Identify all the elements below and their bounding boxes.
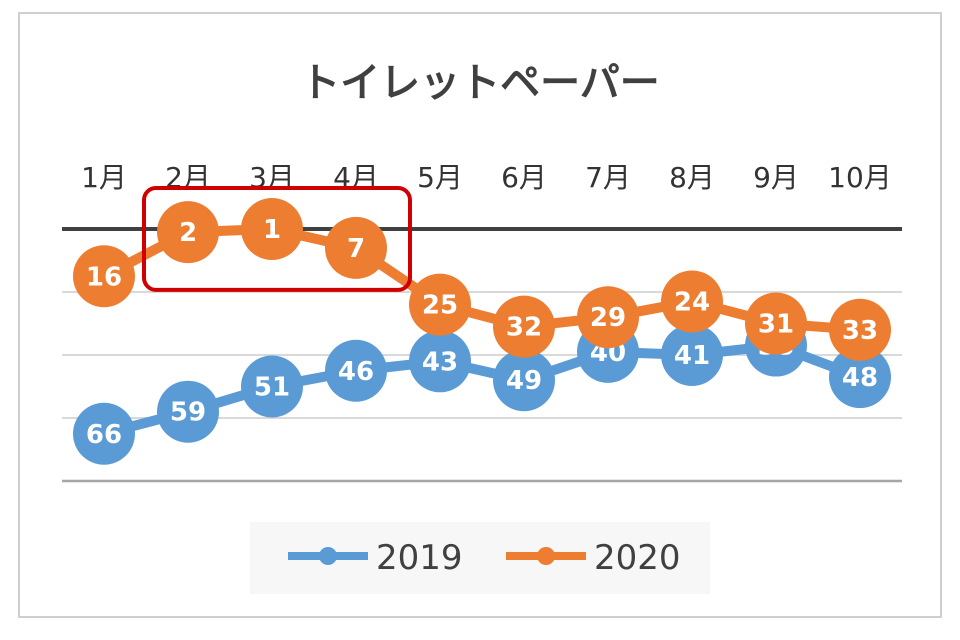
data-point	[325, 216, 387, 279]
data-label: 66	[86, 420, 122, 450]
data-point	[661, 324, 723, 386]
data-point	[829, 298, 891, 361]
data-label: 25	[422, 291, 458, 321]
x-tick-label: 1月	[81, 161, 127, 194]
data-label: 33	[842, 316, 878, 346]
highlight-box	[142, 186, 412, 292]
data-label: 49	[506, 366, 542, 396]
x-tick-label: 5月	[417, 161, 463, 194]
x-tick-label: 9月	[753, 161, 799, 194]
data-label: 31	[758, 310, 794, 340]
data-label: 43	[422, 347, 458, 377]
data-label: 7	[347, 234, 365, 264]
x-tick-label: 10月	[828, 161, 892, 194]
legend-label-2020: 2020	[594, 538, 681, 578]
chart-title: トイレットペーパー	[300, 60, 660, 106]
legend-marker-2019	[319, 547, 337, 565]
data-point	[577, 286, 639, 349]
data-label: 16	[86, 262, 122, 292]
series-2019: 66595146434940413848	[73, 314, 891, 465]
data-point	[73, 245, 135, 308]
highlight-layer	[142, 186, 412, 292]
legend: 2019 2020	[250, 522, 710, 594]
data-point	[325, 339, 387, 402]
series-line-2020	[99, 224, 865, 335]
data-label: 41	[674, 341, 710, 371]
data-label: 1	[263, 215, 281, 245]
data-point	[493, 349, 555, 412]
data-point	[73, 402, 135, 465]
data-label: 46	[338, 357, 374, 387]
data-label: 32	[506, 313, 542, 343]
series-2020: 16 2 1 7 25 32 29 24 31 33	[73, 198, 891, 361]
data-label: 24	[674, 287, 710, 317]
series-layer: 6659514643494041384816217253229243133	[73, 198, 891, 465]
data-point	[745, 292, 807, 355]
legend-marker-2020	[537, 547, 555, 565]
data-label: 59	[170, 398, 206, 428]
data-point	[409, 273, 471, 336]
legend-label-2019: 2019	[376, 538, 463, 578]
data-point	[829, 346, 891, 409]
x-tick-label: 7月	[585, 161, 631, 194]
data-point	[493, 295, 555, 358]
data-label: 48	[842, 363, 878, 393]
series-line-2019	[99, 340, 865, 439]
data-point	[661, 270, 723, 333]
data-label: 2	[179, 218, 197, 248]
data-point	[241, 355, 303, 418]
x-tick-label: 8月	[669, 161, 715, 194]
data-point	[157, 201, 219, 264]
data-label: 29	[590, 303, 626, 333]
x-axis-labels: 1月 2月 3月 4月 5月 6月 7月 8月 9月 10月	[81, 161, 892, 194]
x-tick-label: 6月	[501, 161, 547, 194]
data-point	[157, 380, 219, 443]
data-label: 51	[254, 373, 290, 403]
data-point	[409, 330, 471, 393]
data-point	[241, 198, 303, 260]
